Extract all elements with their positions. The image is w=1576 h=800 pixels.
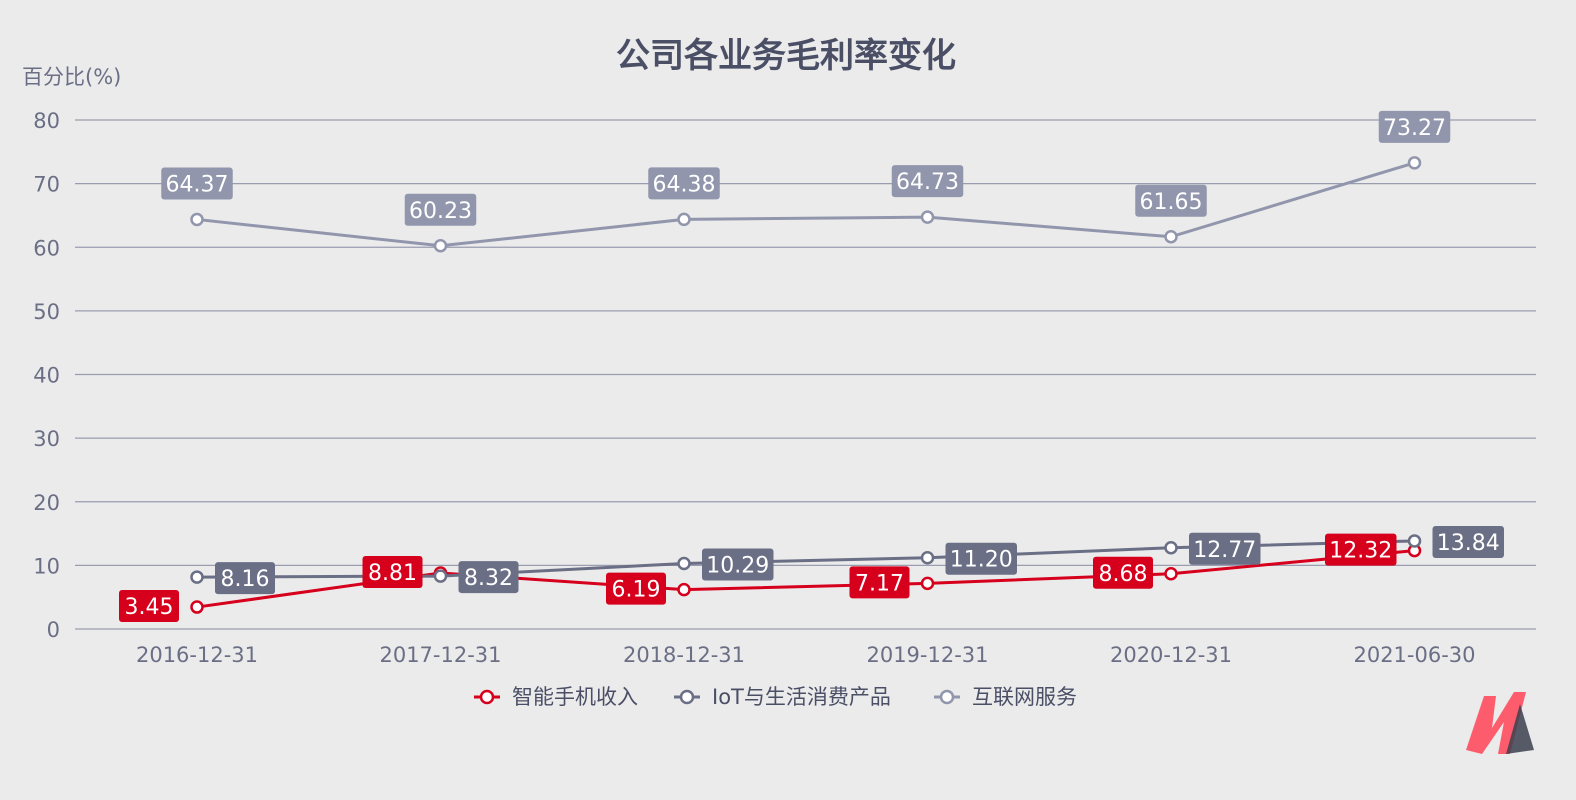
- data-label: 12.32: [1325, 533, 1397, 566]
- y-tick-label: 10: [33, 554, 60, 578]
- chart-title: 公司各业务毛利率变化: [616, 36, 956, 76]
- svg-text:12.32: 12.32: [1329, 539, 1392, 564]
- y-tick-label: 40: [33, 364, 60, 388]
- legend-label: 互联网服务: [972, 685, 1077, 709]
- svg-text:64.73: 64.73: [896, 170, 959, 195]
- svg-text:11.20: 11.20: [950, 548, 1013, 573]
- data-point: [677, 582, 691, 597]
- data-point: [920, 550, 935, 565]
- data-label: 64.38: [648, 167, 720, 200]
- data-point: [190, 570, 204, 584]
- data-point: [677, 212, 691, 227]
- svg-text:8.68: 8.68: [1099, 562, 1148, 587]
- data-label: 64.73: [891, 165, 964, 198]
- data-point: [190, 600, 204, 614]
- data-label: 7.17: [849, 566, 910, 599]
- svg-text:60.23: 60.23: [409, 199, 472, 224]
- data-point: [433, 239, 448, 253]
- data-label: 60.23: [404, 193, 477, 226]
- svg-text:64.38: 64.38: [653, 172, 716, 197]
- data-label: 6.19: [606, 572, 666, 605]
- data-point: [920, 576, 935, 591]
- legend-item: 互联网服务: [934, 685, 1077, 709]
- svg-text:6.19: 6.19: [612, 578, 661, 603]
- data-label: 8.16: [215, 562, 275, 595]
- data-point: [1164, 230, 1178, 244]
- x-tick-label: 2019-12-31: [866, 643, 988, 667]
- legend: 智能手机收入 IoT与生活消费产品 互联网服务: [474, 685, 1077, 709]
- data-label: 8.68: [1093, 556, 1153, 589]
- y-tick-label: 50: [33, 300, 60, 324]
- svg-text:12.77: 12.77: [1193, 538, 1256, 563]
- data-label: 64.37: [161, 167, 233, 200]
- svg-text:61.65: 61.65: [1140, 190, 1203, 215]
- brand-logo-icon: [1466, 692, 1534, 754]
- gridlines: [75, 119, 1536, 630]
- data-point: [1407, 534, 1422, 548]
- svg-text:64.37: 64.37: [166, 172, 229, 197]
- svg-text:8.81: 8.81: [368, 561, 417, 586]
- x-tick-label: 2021-06-30: [1353, 643, 1475, 667]
- legend-item: 智能手机收入: [474, 685, 638, 709]
- data-label: 10.29: [702, 548, 774, 581]
- data-label: 12.77: [1189, 532, 1261, 565]
- data-point: [1407, 156, 1422, 170]
- data-label: 61.65: [1135, 184, 1207, 217]
- y-tick-label: 70: [33, 173, 60, 197]
- x-tick-label: 2016-12-31: [136, 643, 258, 667]
- data-label: 8.81: [362, 555, 423, 588]
- y-tick-label: 60: [33, 236, 60, 260]
- data-label: 3.45: [119, 590, 179, 623]
- svg-text:8.16: 8.16: [221, 567, 270, 592]
- x-tick-label: 2018-12-31: [623, 643, 745, 667]
- x-tick-label: 2020-12-31: [1110, 643, 1232, 667]
- data-label: 8.32: [458, 561, 519, 594]
- y-axis-ticks: 0 10 20 30 40 50 60 70 80: [33, 109, 60, 642]
- data-point: [920, 210, 935, 224]
- y-tick-label: 30: [33, 427, 60, 451]
- svg-text:7.17: 7.17: [855, 571, 904, 596]
- data-labels: 3.45 8.81 6.19 7.17 8.68 12.32 8.16 8.32 10.29 11…: [119, 110, 1504, 623]
- legend-label: 智能手机收入: [512, 685, 638, 709]
- legend-label: IoT与生活消费产品: [712, 685, 891, 709]
- data-point: [677, 556, 691, 571]
- series-line-2: [196, 161, 1415, 248]
- data-point: [1164, 567, 1178, 581]
- data-label: 13.84: [1432, 525, 1504, 558]
- y-axis-label: 百分比(%): [22, 65, 121, 89]
- y-tick-label: 20: [33, 491, 60, 515]
- data-point: [190, 212, 204, 227]
- svg-text:73.27: 73.27: [1383, 116, 1446, 141]
- svg-text:10.29: 10.29: [706, 554, 769, 579]
- x-axis-ticks: 2016-12-31 2017-12-31 2018-12-31 2019-12-31…: [136, 643, 1476, 667]
- data-point: [1164, 541, 1178, 555]
- data-point: [433, 569, 448, 583]
- y-tick-label: 0: [47, 618, 60, 642]
- svg-text:3.45: 3.45: [125, 595, 174, 620]
- data-label: 11.20: [945, 542, 1017, 575]
- series-points: [190, 156, 1422, 614]
- svg-text:8.32: 8.32: [464, 566, 513, 591]
- legend-item: IoT与生活消费产品: [674, 685, 891, 709]
- data-label: 73.27: [1378, 110, 1451, 143]
- y-tick-label: 80: [33, 109, 60, 133]
- x-tick-label: 2017-12-31: [379, 643, 501, 667]
- svg-text:13.84: 13.84: [1437, 531, 1500, 556]
